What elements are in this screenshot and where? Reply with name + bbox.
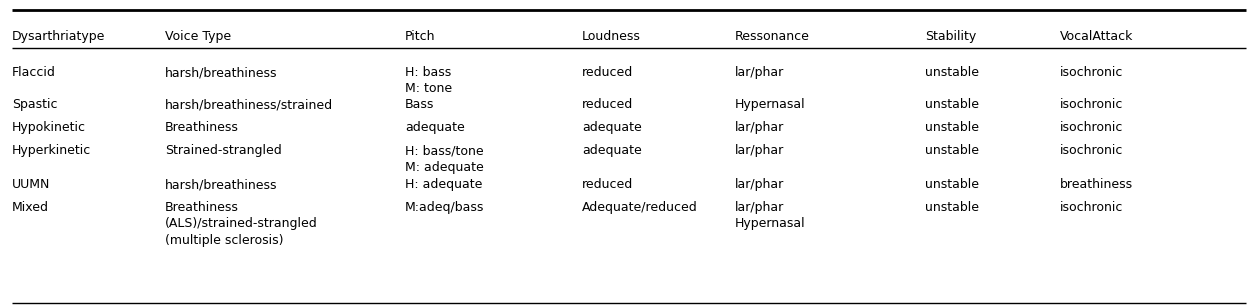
Text: lar/phar
Hypernasal: lar/phar Hypernasal <box>735 201 805 230</box>
Text: VocalAttack: VocalAttack <box>1060 30 1133 43</box>
Text: Strained-strangled: Strained-strangled <box>165 144 281 157</box>
Text: unstable: unstable <box>924 178 978 191</box>
Text: Hyperkinetic: Hyperkinetic <box>13 144 92 157</box>
Text: lar/phar: lar/phar <box>735 121 784 134</box>
Text: Voice Type: Voice Type <box>165 30 231 43</box>
Text: isochronic: isochronic <box>1060 144 1123 157</box>
Text: Hypokinetic: Hypokinetic <box>13 121 85 134</box>
Text: Adequate/reduced: Adequate/reduced <box>582 201 698 214</box>
Text: harsh/breathiness: harsh/breathiness <box>165 66 278 79</box>
Text: unstable: unstable <box>924 121 978 134</box>
Text: Bass: Bass <box>404 98 435 111</box>
Text: Spastic: Spastic <box>13 98 58 111</box>
Text: isochronic: isochronic <box>1060 66 1123 79</box>
Text: lar/phar: lar/phar <box>735 66 784 79</box>
Text: lar/phar: lar/phar <box>735 144 784 157</box>
Text: H: bass
M: tone: H: bass M: tone <box>404 66 452 95</box>
Text: Dysarthriatype: Dysarthriatype <box>13 30 106 43</box>
Text: Mixed: Mixed <box>13 201 49 214</box>
Text: breathiness: breathiness <box>1060 178 1133 191</box>
Text: Breathiness: Breathiness <box>165 121 239 134</box>
Text: adequate: adequate <box>582 144 642 157</box>
Text: Loudness: Loudness <box>582 30 641 43</box>
Text: H: adequate: H: adequate <box>404 178 482 191</box>
Text: isochronic: isochronic <box>1060 98 1123 111</box>
Text: unstable: unstable <box>924 144 978 157</box>
Text: Hypernasal: Hypernasal <box>735 98 805 111</box>
Text: adequate: adequate <box>582 121 642 134</box>
Text: isochronic: isochronic <box>1060 121 1123 134</box>
Text: Ressonance: Ressonance <box>735 30 810 43</box>
Text: reduced: reduced <box>582 178 633 191</box>
Text: harsh/breathiness/strained: harsh/breathiness/strained <box>165 98 333 111</box>
Text: Breathiness
(ALS)/strained-strangled
(multiple sclerosis): Breathiness (ALS)/strained-strangled (mu… <box>165 201 318 247</box>
Text: Flaccid: Flaccid <box>13 66 55 79</box>
Text: isochronic: isochronic <box>1060 201 1123 214</box>
Text: unstable: unstable <box>924 201 978 214</box>
Text: lar/phar: lar/phar <box>735 178 784 191</box>
Text: adequate: adequate <box>404 121 465 134</box>
Text: unstable: unstable <box>924 66 978 79</box>
Text: M:adeq/bass: M:adeq/bass <box>404 201 485 214</box>
Text: Pitch: Pitch <box>404 30 436 43</box>
Text: Stability: Stability <box>924 30 976 43</box>
Text: unstable: unstable <box>924 98 978 111</box>
Text: reduced: reduced <box>582 98 633 111</box>
Text: UUMN: UUMN <box>13 178 50 191</box>
Text: H: bass/tone
M: adequate: H: bass/tone M: adequate <box>404 144 484 173</box>
Text: reduced: reduced <box>582 66 633 79</box>
Text: harsh/breathiness: harsh/breathiness <box>165 178 278 191</box>
